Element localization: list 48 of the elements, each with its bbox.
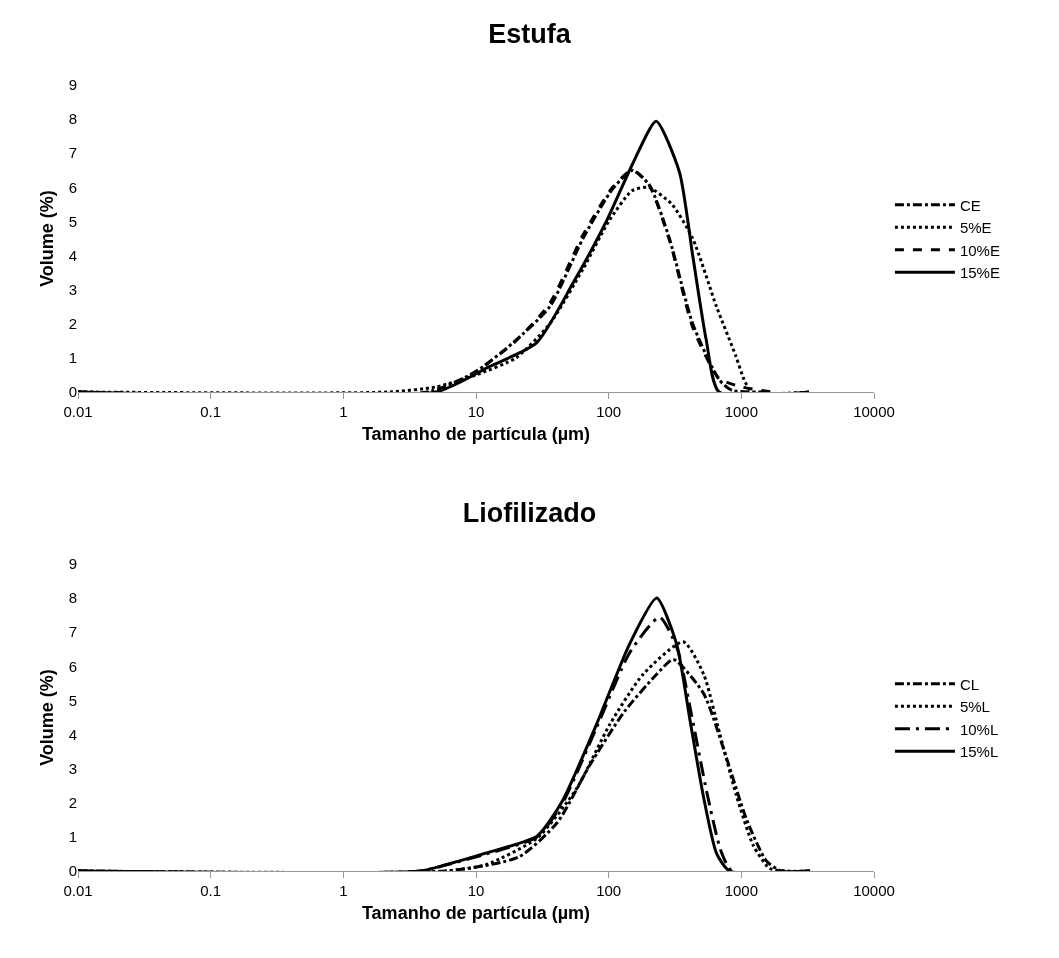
- legend-label: CL: [959, 675, 980, 693]
- legend-label: 5%L: [959, 698, 990, 716]
- legend-label: 15%L: [959, 743, 999, 761]
- y-axis-title: Volume (%): [36, 190, 57, 287]
- legend-label: 10%E: [959, 241, 1000, 259]
- x-tick-label: 10000: [853, 882, 895, 899]
- x-tick-label: 10: [467, 882, 485, 899]
- y-tick-label: 3: [68, 280, 77, 298]
- y-tick-label: 9: [68, 76, 77, 94]
- x-tick-label: 0.01: [63, 403, 93, 420]
- y-tick-label: 4: [68, 246, 77, 264]
- x-tick-label: 0.01: [63, 882, 93, 899]
- y-tick-label: 2: [68, 794, 77, 812]
- legend-label: 15%E: [959, 264, 1000, 282]
- y-tick-label: 0: [68, 862, 77, 880]
- x-tick-label: 1: [339, 403, 348, 420]
- x-tick-label: 10: [467, 403, 485, 420]
- y-tick-label: 6: [68, 657, 77, 675]
- chart-title: Estufa: [488, 18, 572, 49]
- legend-label: 5%E: [959, 219, 992, 237]
- x-tick-label: 100: [596, 882, 622, 899]
- y-tick-label: 6: [68, 178, 77, 196]
- y-tick-label: 2: [68, 315, 77, 333]
- y-tick-label: 5: [68, 212, 77, 230]
- y-tick-label: 8: [68, 589, 77, 607]
- x-tick-label: 0.1: [200, 882, 222, 899]
- x-tick-label: 10000: [853, 403, 895, 420]
- chart-title: Liofilizado: [462, 497, 597, 528]
- legend-label: CE: [959, 196, 981, 214]
- y-tick-label: 7: [68, 623, 77, 641]
- y-tick-label: 4: [68, 725, 77, 743]
- x-tick-label: 1000: [724, 882, 759, 899]
- legend-label: 10%L: [959, 720, 999, 738]
- y-axis-title: Volume (%): [36, 669, 57, 766]
- x-tick-label: 0.1: [200, 403, 222, 420]
- x-tick-label: 1000: [724, 403, 759, 420]
- x-tick-label: 1: [339, 882, 348, 899]
- y-tick-label: 8: [68, 110, 77, 128]
- y-tick-label: 1: [68, 828, 77, 846]
- y-tick-label: 7: [68, 144, 77, 162]
- x-axis-title: Tamanho de partícula (µm): [361, 424, 591, 445]
- y-tick-label: 5: [68, 691, 77, 709]
- y-tick-label: 0: [68, 383, 77, 401]
- y-tick-label: 1: [68, 349, 77, 367]
- y-tick-label: 3: [68, 759, 77, 777]
- x-tick-label: 100: [596, 403, 622, 420]
- x-axis-title: Tamanho de partícula (µm): [361, 903, 591, 924]
- y-tick-label: 9: [68, 555, 77, 573]
